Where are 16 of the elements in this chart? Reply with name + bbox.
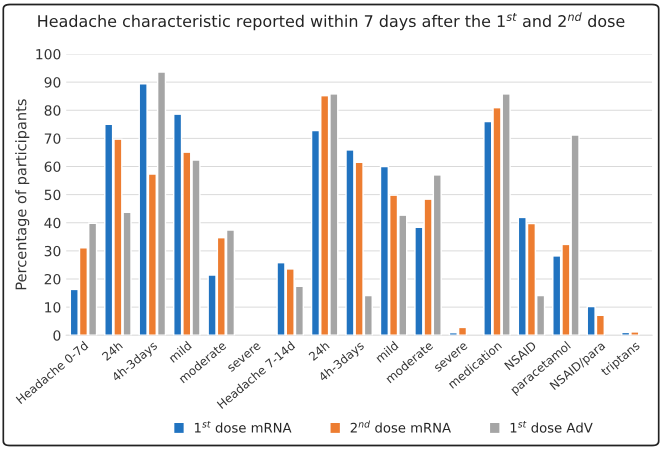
legend-label: 1$^{st}$ dose mRNA [194,420,292,433]
y-axis-title: Percentage of participants [15,99,30,290]
legend-label: 1$^{st}$ dose AdV [510,420,593,433]
y-tick-label: 10 [45,302,60,313]
y-tick-label: 70 [44,133,60,144]
y-tick-label: 30 [44,246,60,256]
y-tick-label: 60 [44,161,60,172]
y-tick-label: 20 [44,274,60,284]
y-tick-label: 0 [53,330,60,341]
legend-label: 2$^{nd}$ dose mRNA [350,420,451,433]
y-tick-label: 90 [44,77,60,88]
chart-title: Headache characteristic reported within 7 days after the 1$^{st}$ and 2$^{nd}$ dose [38,12,624,30]
y-tick-label: 100 [36,48,60,60]
y-tick-label: 40 [44,218,60,228]
y-tick-label: 50 [44,190,60,200]
y-tick-label: 80 [44,105,60,116]
